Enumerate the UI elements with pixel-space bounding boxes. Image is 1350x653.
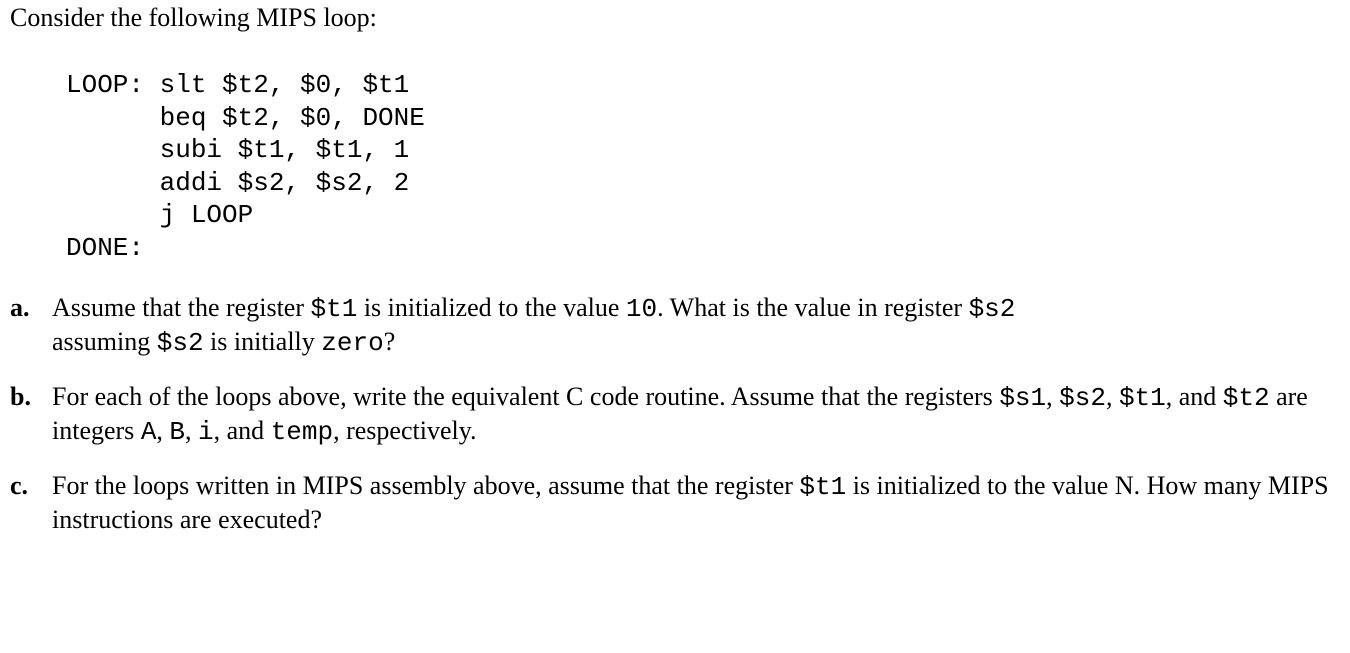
qb-var-i: i xyxy=(198,417,214,447)
qb-c2: , xyxy=(1106,382,1119,411)
qb-c1: , xyxy=(1046,382,1059,411)
qb-part3: , respectively. xyxy=(333,416,476,445)
qb-c4: , xyxy=(156,416,169,445)
qa-part6: ? xyxy=(384,327,396,356)
qb-part1: For each of the loops above, write the e… xyxy=(52,382,999,411)
question-c: c. For the loops written in MIPS assembl… xyxy=(10,470,1340,536)
intro-text: Consider the following MIPS loop: xyxy=(10,2,1340,35)
qb-reg-s1: $s1 xyxy=(999,383,1046,413)
question-b-label: b. xyxy=(10,381,52,414)
qa-part3: . What is the value in register xyxy=(657,293,968,322)
qb-c6: , and xyxy=(214,416,271,445)
code-line-1: LOOP: slt $t2, $0, $t1 xyxy=(66,70,409,100)
qc-reg-t1: $t1 xyxy=(799,472,846,502)
qb-var-A: A xyxy=(141,417,157,447)
qc-part2: is initialized to the value xyxy=(846,471,1115,500)
qa-val-10: 10 xyxy=(626,294,657,324)
qa-part5: is initially xyxy=(204,327,322,356)
qa-part1: Assume that the register xyxy=(52,293,311,322)
qa-val-zero: zero xyxy=(321,328,383,358)
question-c-text: For the loops written in MIPS assembly a… xyxy=(52,470,1340,536)
question-b-text: For each of the loops above, write the e… xyxy=(52,381,1340,448)
question-a-label: a. xyxy=(10,292,52,325)
question-a: a. Assume that the register $t1 is initi… xyxy=(10,292,1340,359)
code-line-2: beq $t2, $0, DONE xyxy=(66,103,425,133)
question-a-text: Assume that the register $t1 is initiali… xyxy=(52,292,1340,359)
qb-c3: , and xyxy=(1166,382,1223,411)
qc-val-N: N xyxy=(1115,471,1134,500)
code-line-5: j LOOP xyxy=(66,200,253,230)
qa-part2: is initialized to the value xyxy=(357,293,626,322)
qb-c5: , xyxy=(185,416,198,445)
qa-reg-s2b: $s2 xyxy=(157,328,204,358)
page: Consider the following MIPS loop: LOOP: … xyxy=(0,0,1350,546)
question-list: a. Assume that the register $t1 is initi… xyxy=(10,292,1340,536)
qa-reg-t1: $t1 xyxy=(311,294,358,324)
question-b: b. For each of the loops above, write th… xyxy=(10,381,1340,448)
question-c-label: c. xyxy=(10,470,52,503)
qb-var-temp: temp xyxy=(271,417,333,447)
qb-reg-t1: $t1 xyxy=(1119,383,1166,413)
qc-part1: For the loops written in MIPS assembly a… xyxy=(52,471,799,500)
qa-part4: assuming xyxy=(52,327,157,356)
code-line-3: subi $t1, $t1, 1 xyxy=(66,135,409,165)
qa-reg-s2: $s2 xyxy=(969,294,1016,324)
code-line-4: addi $s2, $s2, 2 xyxy=(66,168,409,198)
qb-reg-s2: $s2 xyxy=(1059,383,1106,413)
code-line-6: DONE: xyxy=(66,233,144,263)
qb-var-B: B xyxy=(169,417,185,447)
mips-code-block: LOOP: slt $t2, $0, $t1 beq $t2, $0, DONE… xyxy=(66,37,1340,265)
qb-reg-t2: $t2 xyxy=(1223,383,1270,413)
